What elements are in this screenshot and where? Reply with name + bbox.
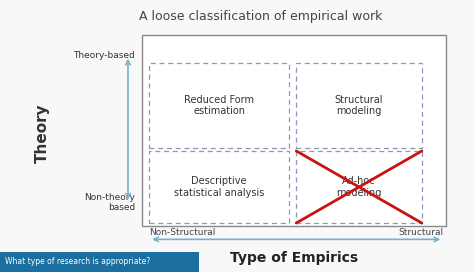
Bar (296, 151, 422, 223)
Text: Type of Empirics: Type of Empirics (230, 251, 358, 265)
Text: Reduced Form
estimation: Reduced Form estimation (184, 95, 254, 116)
Bar (149, 63, 289, 148)
Bar (149, 151, 289, 223)
Text: Theory-based: Theory-based (73, 51, 135, 60)
Text: Structural
modeling: Structural modeling (335, 95, 383, 116)
Text: Structural: Structural (398, 228, 443, 237)
Bar (296, 63, 422, 148)
Text: Descriptive
statistical analysis: Descriptive statistical analysis (174, 176, 264, 198)
Text: Non-theory
based: Non-theory based (84, 193, 135, 212)
Text: Ad-hoc
modeling: Ad-hoc modeling (337, 176, 382, 198)
Text: What type of research is appropriate?: What type of research is appropriate? (5, 257, 150, 267)
Text: Theory: Theory (35, 103, 50, 163)
Bar (0, 252, 199, 272)
Text: A loose classification of empirical work: A loose classification of empirical work (139, 10, 383, 23)
Bar (142, 35, 446, 226)
Text: Non-Structural: Non-Structural (149, 228, 216, 237)
